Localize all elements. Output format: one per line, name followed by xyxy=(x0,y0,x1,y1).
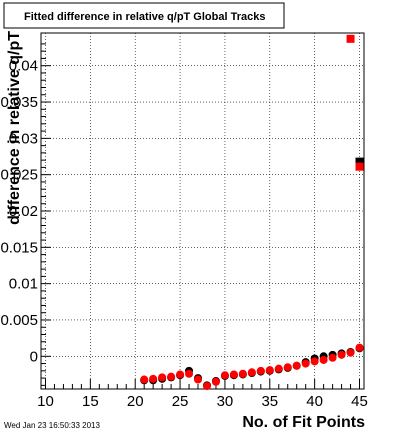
data-point xyxy=(346,34,355,43)
x-tick-label: 30 xyxy=(217,393,234,410)
y-tick-label: 0.005 xyxy=(0,312,38,329)
x-tick-label: 10 xyxy=(37,393,54,410)
data-point xyxy=(158,373,167,382)
y-axis-title: difference in relative q/pT xyxy=(6,31,23,225)
y-tick-label: 0.025 xyxy=(0,167,38,184)
data-point xyxy=(337,350,346,359)
x-axis-title: No. of Fit Points xyxy=(242,414,365,431)
y-tick-label: 0.02 xyxy=(9,203,38,220)
title-box xyxy=(3,2,285,29)
x-tick-label: 40 xyxy=(306,393,323,410)
data-point xyxy=(355,162,364,171)
data-point xyxy=(220,371,229,380)
data-point xyxy=(211,377,220,386)
data-point xyxy=(149,374,158,383)
data-point xyxy=(256,366,265,375)
data-point xyxy=(247,368,256,377)
data-point xyxy=(194,375,203,384)
y-tick-label: 0.01 xyxy=(9,276,38,293)
y-tick-label: 0.035 xyxy=(0,94,38,111)
data-point xyxy=(185,369,194,378)
data-point xyxy=(202,382,211,391)
data-point xyxy=(176,370,185,379)
data-point xyxy=(274,364,283,373)
data-point xyxy=(355,157,364,166)
x-tick-label: 15 xyxy=(82,393,99,410)
x-tick-label: 20 xyxy=(127,393,144,410)
y-tick-label: 0.03 xyxy=(9,130,38,147)
chart-title: Fitted difference in relative q/pT Globa… xyxy=(24,11,265,23)
data-point xyxy=(301,359,310,368)
data-point xyxy=(310,357,319,366)
data-point xyxy=(238,369,247,378)
data-point xyxy=(229,370,238,379)
y-tick-label: 0.015 xyxy=(0,239,38,256)
data-point xyxy=(292,361,301,370)
plot-area xyxy=(40,32,365,390)
data-point xyxy=(283,363,292,372)
data-point xyxy=(319,355,328,364)
data-point xyxy=(355,343,364,352)
timestamp: Wed Jan 23 16:50:33 2013 xyxy=(4,421,100,430)
x-axis: 10 15 20 25 30 35 40 45 xyxy=(37,379,368,410)
x-tick-label: 45 xyxy=(351,393,368,410)
data-point xyxy=(167,372,176,381)
data-point xyxy=(140,375,149,384)
y-tick-label: 0 xyxy=(30,348,38,365)
x-tick-label: 25 xyxy=(172,393,189,410)
data-point xyxy=(265,366,274,375)
x-tick-label: 35 xyxy=(261,393,278,410)
series-1 xyxy=(140,34,364,391)
y-axis: 0 0.005 0.01 0.015 0.02 0.025 0.03 0.035 0.04 xyxy=(0,43,51,386)
data-series xyxy=(140,34,364,391)
data-point xyxy=(328,353,337,362)
data-point xyxy=(346,348,355,357)
y-tick-label: 0.04 xyxy=(9,58,38,75)
